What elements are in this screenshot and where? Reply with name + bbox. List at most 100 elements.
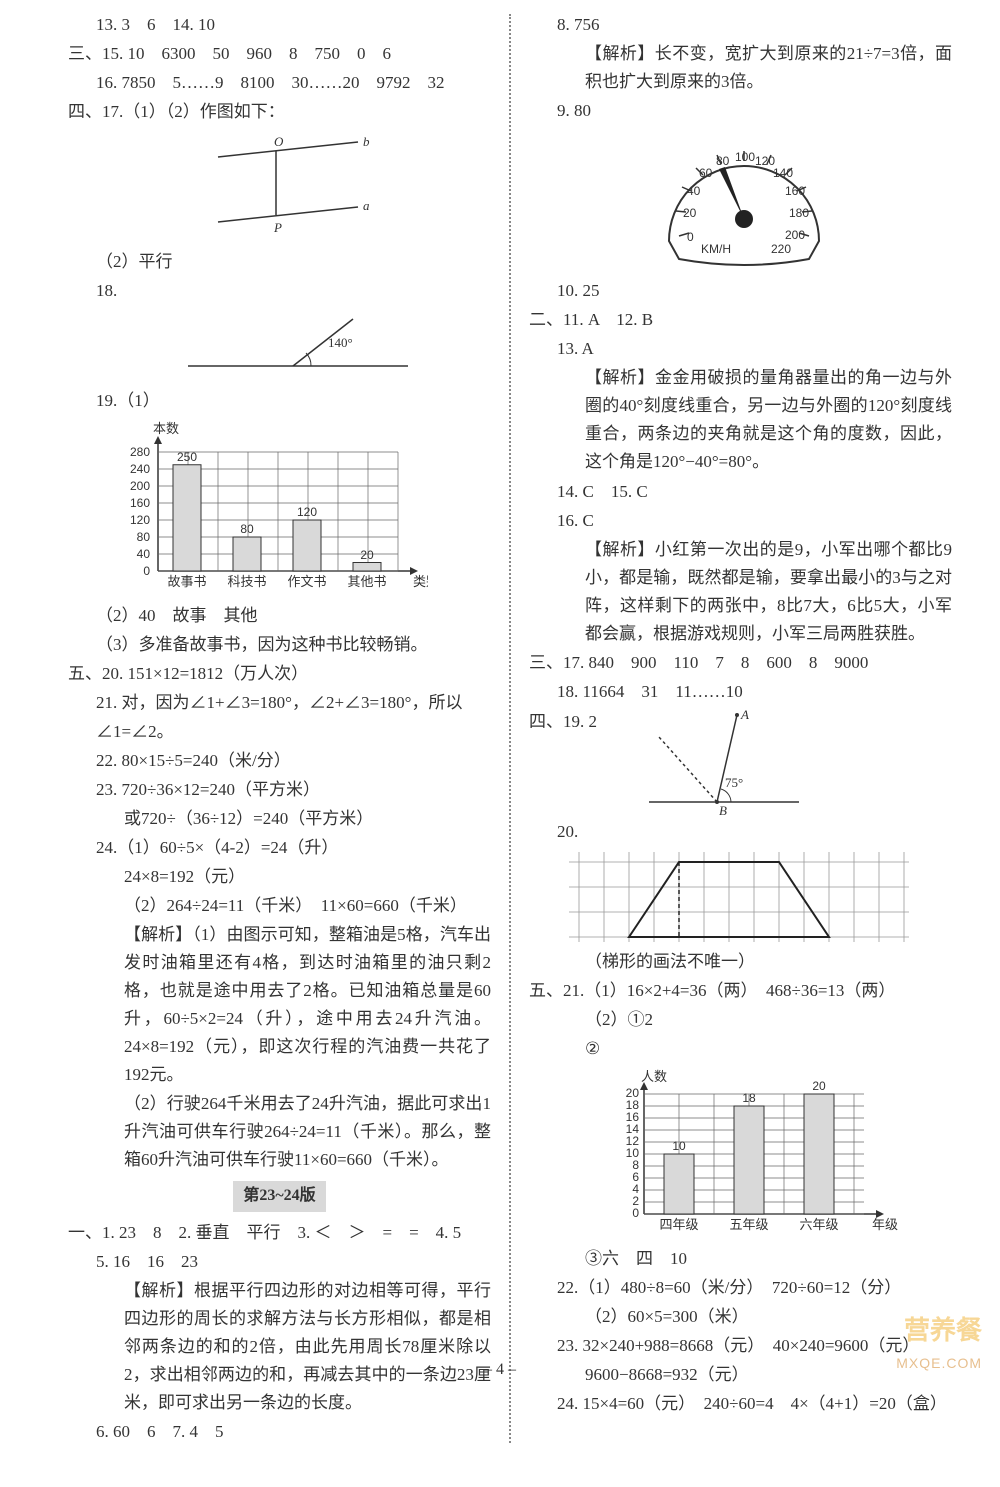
text-line: 16. C [529, 507, 952, 535]
svg-text:4: 4 [632, 1182, 639, 1196]
svg-text:100: 100 [735, 150, 755, 164]
text-line: 13. A [529, 335, 952, 363]
svg-text:120: 120 [130, 513, 150, 527]
text-line: 或720÷（36÷12）=240（平方米） [68, 805, 491, 833]
svg-text:14: 14 [626, 1122, 640, 1136]
svg-text:140°: 140° [328, 335, 353, 350]
svg-text:160: 160 [785, 184, 805, 198]
watermark-text: 营养餐 [896, 1309, 982, 1352]
svg-text:四年级: 四年级 [659, 1217, 698, 1232]
svg-text:0: 0 [143, 564, 150, 578]
figure-parallel-lines: O P b a [208, 132, 491, 242]
svg-text:B: B [719, 803, 727, 817]
svg-text:60: 60 [699, 166, 713, 180]
text-line: （2）①2 [529, 1006, 952, 1034]
figure-trapezoid-grid [569, 852, 952, 942]
text-line: 21. 对，因为∠1+∠3=180°，∠2+∠3=180°，所以∠1=∠2。 [68, 689, 491, 745]
svg-text:240: 240 [130, 462, 150, 476]
text-line: （3）多准备故事书，因为这种书比较畅销。 [68, 631, 491, 659]
figure-speedometer: 0 20 40 60 80 100 120 140 160 180 200 22… [649, 131, 952, 271]
svg-text:20: 20 [360, 548, 374, 562]
svg-text:10: 10 [672, 1139, 686, 1153]
text-line: 14. C 15. C [529, 478, 952, 506]
text-line: 22. 80×15÷5=240（米/分） [68, 747, 491, 775]
text-line: 22.（1）480÷8=60（米/分） 720÷60=12（分） [529, 1274, 952, 1302]
page-columns: 13. 3 6 14. 10 三、15. 10 6300 50 960 8 75… [0, 0, 1000, 1487]
svg-text:75°: 75° [725, 775, 743, 790]
svg-text:20: 20 [812, 1079, 826, 1093]
svg-text:200: 200 [785, 228, 805, 242]
svg-text:280: 280 [130, 445, 150, 459]
text-block: 【解析】（1）由图示可知，整箱油是5格，汽车出发时油箱里还有4格，到达时油箱里的… [68, 921, 491, 1089]
svg-text:140: 140 [773, 166, 793, 180]
text-line: 6. 60 6 7. 4 5 [68, 1418, 491, 1446]
svg-text:6: 6 [632, 1170, 639, 1184]
text-line: （梯形的画法不唯一） [529, 948, 952, 976]
text-line: （2）平行 [68, 248, 491, 276]
svg-text:40: 40 [687, 184, 701, 198]
watermark: 营养餐 MXQE.COM [896, 1309, 982, 1375]
svg-text:科技书: 科技书 [227, 574, 266, 589]
text-line: 三、15. 10 6300 50 960 8 750 0 6 [68, 40, 491, 68]
text-line: 16. 7850 5……9 8100 30……20 9792 32 [68, 69, 491, 97]
svg-text:220: 220 [771, 242, 791, 256]
text-line: ③六 四 10 [529, 1245, 952, 1273]
svg-text:120: 120 [297, 505, 317, 519]
svg-text:80: 80 [240, 522, 254, 536]
text-line: 18. [68, 277, 491, 305]
svg-text:A: A [740, 707, 749, 722]
svg-text:20: 20 [683, 206, 697, 220]
svg-text:五年级: 五年级 [729, 1217, 768, 1232]
svg-text:b: b [363, 134, 370, 149]
bar-chart-books: 本数 [118, 421, 491, 596]
section-label: 第23~24版 [233, 1181, 325, 1211]
svg-text:a: a [363, 198, 370, 213]
text-line: 13. 3 6 14. 10 [68, 11, 491, 39]
svg-text:180: 180 [789, 206, 809, 220]
text-line: 一、1. 23 8 2. 垂直 平行 3. ＜ ＞ = = 4. 5 [68, 1219, 491, 1247]
svg-text:本数: 本数 [153, 421, 179, 436]
text-line: （2）264÷24=11（千米） 11×60=660（千米） [68, 892, 491, 920]
figure-angle-75: A B 75° [639, 707, 809, 817]
svg-text:0: 0 [632, 1206, 639, 1220]
text-line: 24. 15×4=60（元） 240÷60=4 4×（4+1）=20（盒） [529, 1390, 952, 1418]
svg-text:KM/H: KM/H [701, 242, 731, 256]
svg-text:其他书: 其他书 [347, 574, 386, 589]
svg-text:2: 2 [632, 1194, 639, 1208]
svg-text:16: 16 [626, 1110, 640, 1124]
bar-chart-grades: 人数 [599, 1069, 952, 1239]
svg-text:O: O [274, 134, 284, 149]
svg-text:P: P [273, 220, 282, 235]
row-19: 四、19. 2 A B 75° [529, 707, 952, 817]
svg-text:18: 18 [742, 1091, 756, 1105]
svg-text:类别: 类别 [413, 574, 428, 589]
text-block: （2）行驶264千米用去了24升汽油，据此可求出1升汽油可供车行驶264÷24=… [68, 1090, 491, 1174]
text-line: 二、11. A 12. B [529, 306, 952, 334]
text-line: 五、21.（1）16×2+4=36（两） 468÷36=13（两） [529, 977, 952, 1005]
watermark-url: MXQE.COM [896, 1352, 982, 1375]
text-line: ② [529, 1035, 952, 1063]
text-block: 【解析】小红第一次出的是9，小军出哪个都比9小，都是输，既然都是输，要拿出最小的… [529, 536, 952, 648]
svg-text:80: 80 [716, 154, 730, 168]
text-block: 【解析】根据平行四边形的对边相等可得，平行四边形的周长的求解方法与长方形相似，都… [68, 1277, 491, 1417]
text-line: 24×8=192（元） [68, 863, 491, 891]
svg-text:250: 250 [177, 450, 197, 464]
text-line: （2）40 故事 其他 [68, 602, 491, 630]
svg-text:8: 8 [632, 1158, 639, 1172]
svg-text:六年级: 六年级 [799, 1217, 838, 1232]
svg-text:10: 10 [626, 1146, 640, 1160]
svg-text:40: 40 [137, 547, 151, 561]
text-line: 19.（1） [68, 387, 491, 415]
text-block: 【解析】金金用破损的量角器量出的角一边与外圈的40°刻度线重合，另一边与外圈的1… [529, 364, 952, 476]
left-column: 13. 3 6 14. 10 三、15. 10 6300 50 960 8 75… [60, 10, 509, 1447]
text-line: 9. 80 [529, 97, 952, 125]
text-line: 三、17. 840 900 110 7 8 600 8 9000 [529, 649, 952, 677]
svg-text:80: 80 [137, 530, 151, 544]
text-line: （2）60×5=300（米） [529, 1303, 952, 1331]
text-line: 24.（1）60÷5×（4-2）=24（升） [68, 834, 491, 862]
svg-text:20: 20 [626, 1086, 640, 1100]
svg-text:作文书: 作文书 [287, 574, 326, 589]
svg-text:故事书: 故事书 [167, 574, 206, 589]
text-line: 23. 720÷36×12=240（平方米） [68, 776, 491, 804]
text-line: 5. 16 16 23 [68, 1248, 491, 1276]
